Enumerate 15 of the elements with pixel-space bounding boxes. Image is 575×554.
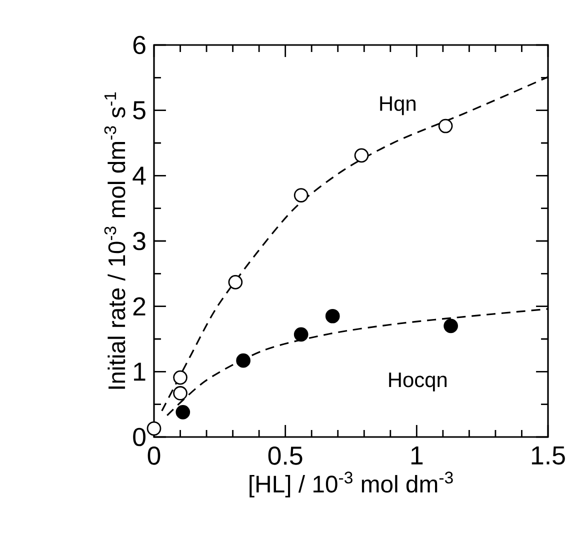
- y-tick-label: 6: [133, 36, 146, 54]
- x-tick-label: 1: [411, 446, 423, 464]
- y-tick-label: 1: [134, 362, 146, 381]
- y-axis-title: Initial rate / 10$^{-3}$ mol dm$^{-3}$ s$^{-1}$: [104, 92, 126, 389]
- y-tick-label: 2: [133, 297, 146, 316]
- series-label: Hqn: [380, 96, 416, 116]
- y-tick-label: 5: [133, 101, 146, 120]
- x-axis-title: [HL] / 10$^{-3}$ mol dm$^{-3}$: [250, 472, 453, 498]
- x-tick-label: 1.5: [532, 446, 565, 465]
- y-tick-label: 4: [132, 166, 146, 185]
- y-tick-label: 0: [133, 428, 146, 446]
- x-tick-label: 0.5: [268, 446, 302, 465]
- y-tick-label: 3: [133, 232, 146, 250]
- text: Hocqn: [389, 372, 447, 392]
- x-tick-label: 0: [148, 446, 160, 465]
